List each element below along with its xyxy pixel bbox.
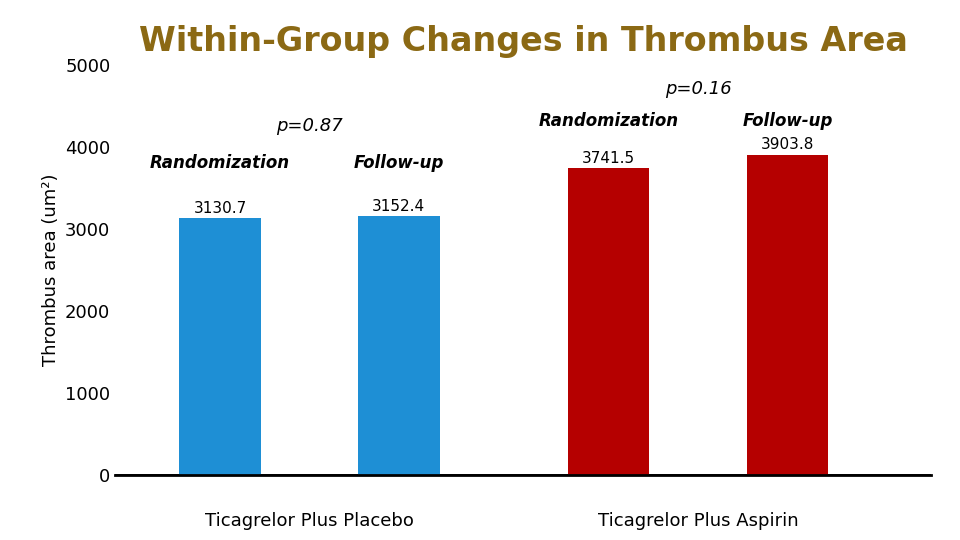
Text: Randomization: Randomization <box>539 112 679 131</box>
Text: 3152.4: 3152.4 <box>372 199 425 214</box>
Y-axis label: Thrombus area (um²): Thrombus area (um²) <box>41 174 60 366</box>
Text: 3903.8: 3903.8 <box>760 137 814 152</box>
Text: 3130.7: 3130.7 <box>194 201 247 216</box>
Text: Ticagrelor Plus Placebo: Ticagrelor Plus Placebo <box>205 512 414 530</box>
Text: Follow-up: Follow-up <box>353 153 444 172</box>
Title: Within-Group Changes in Thrombus Area: Within-Group Changes in Thrombus Area <box>139 25 907 58</box>
Text: p=0.16: p=0.16 <box>664 79 732 98</box>
Text: Ticagrelor Plus Aspirin: Ticagrelor Plus Aspirin <box>598 512 799 530</box>
Text: Follow-up: Follow-up <box>742 112 832 131</box>
Text: Randomization: Randomization <box>150 153 290 172</box>
Bar <box>358 217 440 475</box>
Bar <box>747 155 828 475</box>
Bar <box>568 168 650 475</box>
Bar <box>180 218 261 475</box>
Text: 3741.5: 3741.5 <box>582 151 636 166</box>
Text: p=0.87: p=0.87 <box>276 117 343 134</box>
